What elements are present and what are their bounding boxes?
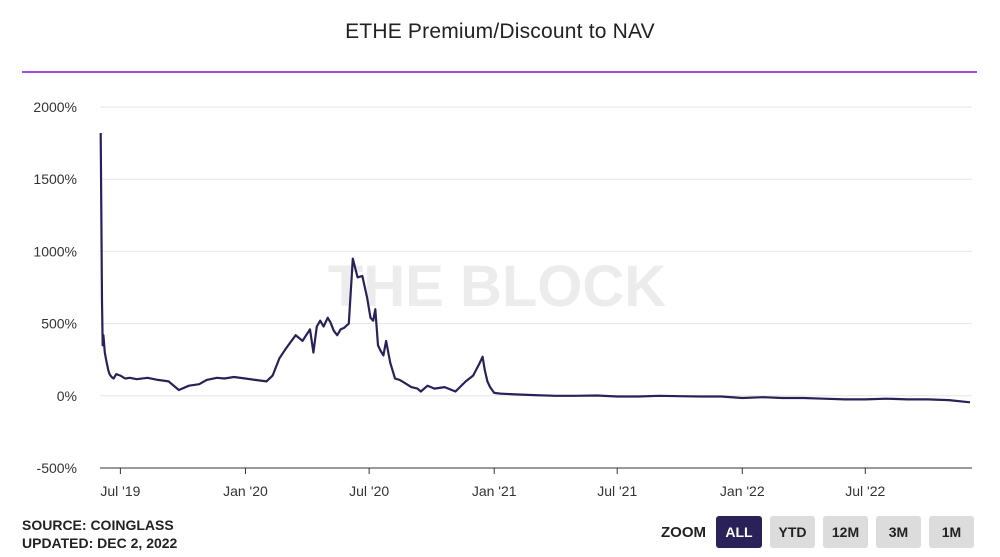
- x-tick-label: Jul '21: [597, 483, 637, 499]
- x-tick-label: Jan '20: [223, 483, 268, 499]
- zoom-controls: ZOOM ALL YTD 12M 3M 1M: [661, 516, 974, 548]
- y-tick-label: -500%: [37, 460, 77, 476]
- y-tick-label: 2000%: [33, 99, 77, 115]
- y-tick-label: 500%: [41, 316, 77, 332]
- source-text: SOURCE: COINGLASS: [22, 517, 174, 533]
- x-tick-label: Jul '20: [349, 483, 389, 499]
- x-tick-label: Jan '22: [720, 483, 765, 499]
- title-divider: [22, 71, 977, 73]
- x-tick-label: Jul '22: [845, 483, 885, 499]
- updated-text: UPDATED: DEC 2, 2022: [22, 535, 178, 551]
- watermark: THE BLOCK: [328, 254, 666, 319]
- zoom-1m-button[interactable]: 1M: [929, 516, 974, 548]
- zoom-12m-button[interactable]: 12M: [823, 516, 868, 548]
- chart-footer: SOURCE: COINGLASS UPDATED: DEC 2, 2022: [22, 516, 177, 552]
- y-tick-label: 0%: [57, 388, 77, 404]
- x-tick-label: Jan '21: [472, 483, 517, 499]
- series-line: [99, 132, 971, 404]
- chart-title: ETHE Premium/Discount to NAV: [345, 20, 655, 43]
- x-tick-label: Jul '19: [100, 483, 140, 499]
- y-tick-label: 1500%: [33, 171, 77, 187]
- zoom-all-button[interactable]: ALL: [716, 516, 762, 548]
- y-tick-label: 1000%: [33, 243, 77, 259]
- zoom-ytd-button[interactable]: YTD: [770, 516, 815, 548]
- zoom-label: ZOOM: [661, 523, 706, 541]
- zoom-3m-button[interactable]: 3M: [876, 516, 921, 548]
